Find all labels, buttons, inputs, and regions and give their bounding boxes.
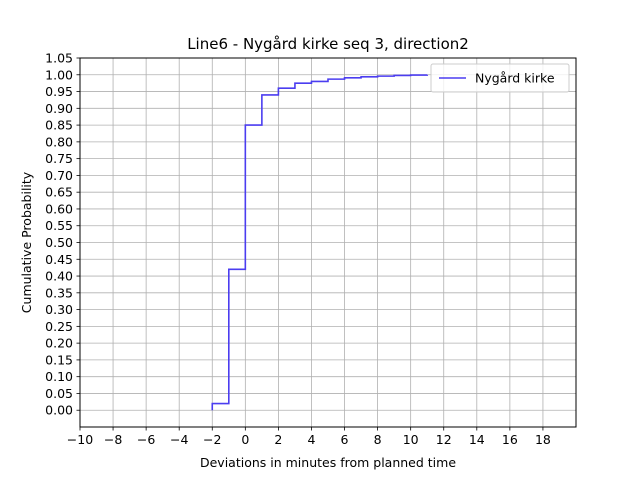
y-tick-label: 0.15 bbox=[45, 352, 73, 367]
y-tick-label: 0.40 bbox=[45, 269, 73, 284]
x-tick-label: 14 bbox=[469, 432, 485, 447]
x-tick-label: −2 bbox=[203, 432, 221, 447]
y-tick-label: 0.95 bbox=[45, 84, 73, 99]
y-tick-label: 0.60 bbox=[45, 201, 73, 216]
y-tick-label: 0.85 bbox=[45, 118, 73, 133]
series-layer bbox=[211, 74, 428, 411]
x-axis: −10 −8 −6 −4 −2 0 2 4 6 8 10 12 14 16 18 bbox=[67, 427, 551, 447]
x-tick-label: −8 bbox=[104, 432, 122, 447]
x-tick-label: 10 bbox=[403, 432, 419, 447]
y-tick-label: 0.65 bbox=[45, 185, 73, 200]
y-tick-label: 0.75 bbox=[45, 151, 73, 166]
y-tick-label: 0.20 bbox=[45, 336, 73, 351]
legend-label: Nygård kirke bbox=[475, 71, 555, 86]
y-tick-label: 0.70 bbox=[45, 168, 73, 183]
y-axis: 0.00 0.05 0.10 0.150.20 0.25 0.30 0.350.40 0.45… bbox=[45, 51, 80, 418]
x-tick-label: −6 bbox=[137, 432, 155, 447]
x-tick-label: −4 bbox=[170, 432, 188, 447]
x-tick-label: 0 bbox=[241, 432, 249, 447]
x-tick-label: 2 bbox=[274, 432, 282, 447]
x-tick-label: −10 bbox=[67, 432, 93, 447]
x-tick-label: 6 bbox=[341, 432, 349, 447]
legend: Nygård kirke bbox=[430, 63, 570, 93]
y-tick-label: 0.50 bbox=[45, 235, 73, 250]
y-tick-label: 0.80 bbox=[45, 134, 73, 149]
x-tick-label: 4 bbox=[307, 432, 315, 447]
y-tick-label: 0.55 bbox=[45, 218, 73, 233]
x-tick-label: 16 bbox=[502, 432, 518, 447]
legend-box bbox=[430, 63, 570, 93]
x-tick-label: 18 bbox=[535, 432, 551, 447]
y-tick-label: 0.90 bbox=[45, 101, 73, 116]
y-tick-label: 1.05 bbox=[45, 51, 73, 66]
y-tick-label: 1.00 bbox=[45, 67, 73, 82]
y-tick-label: 0.05 bbox=[45, 386, 73, 401]
y-tick-label: 0.25 bbox=[45, 319, 73, 334]
chart-title: Line6 - Nygård kirke seq 3, direction2 bbox=[187, 35, 469, 53]
y-tick-label: 0.10 bbox=[45, 369, 73, 384]
y-tick-label: 0.30 bbox=[45, 302, 73, 317]
y-tick-label: 0.35 bbox=[45, 285, 73, 300]
y-axis-title: Cumulative Probability bbox=[19, 171, 34, 313]
y-tick-label: 0.45 bbox=[45, 252, 73, 267]
x-tick-label: 8 bbox=[374, 432, 382, 447]
series-line bbox=[211, 74, 428, 411]
x-tick-label: 12 bbox=[436, 432, 452, 447]
y-tick-label: 0.00 bbox=[45, 403, 73, 418]
x-axis-title: Deviations in minutes from planned time bbox=[200, 455, 456, 470]
